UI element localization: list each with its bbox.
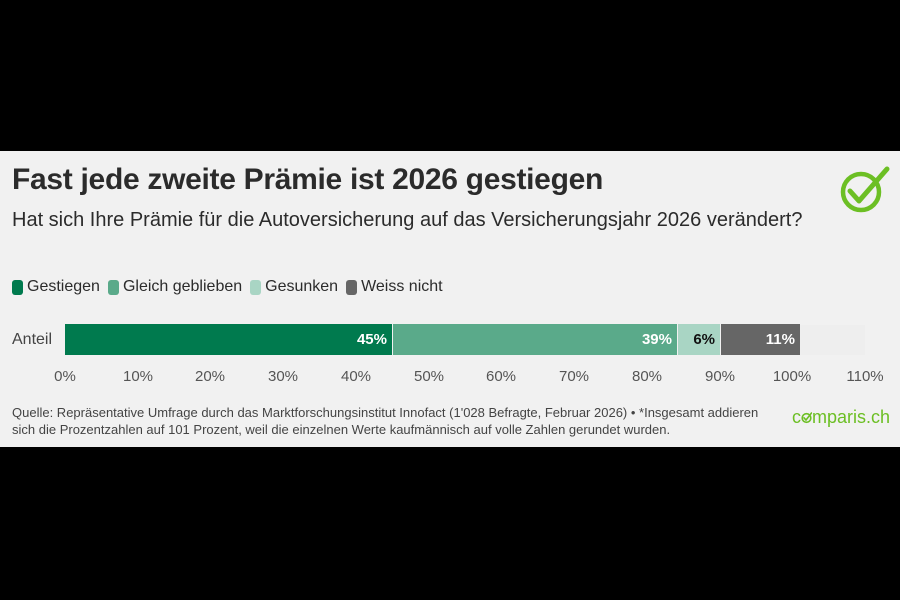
legend-label: Gesunken — [265, 278, 339, 295]
legend-item-gestiegen: Gestiegen — [12, 278, 100, 296]
legend-item-gesunken: Gesunken — [250, 278, 338, 296]
source-note: Quelle: Repräsentative Umfrage durch das… — [12, 405, 759, 437]
legend-label: Gestiegen — [27, 278, 100, 295]
brand-text: c — [792, 407, 801, 427]
legend-swatch — [250, 279, 262, 295]
x-tick: 50% — [413, 368, 445, 385]
x-tick: 90% — [704, 368, 736, 385]
x-tick: 70% — [558, 368, 590, 385]
bar-value-label: 45% — [356, 331, 387, 348]
brand-check-o-icon — [801, 407, 813, 428]
row-label: Anteil — [12, 331, 53, 348]
legend-item-weiss-nicht: Weiss nicht — [346, 278, 443, 296]
x-tick: 20% — [194, 368, 226, 385]
chart-title: Fast jede zweite Prämie ist 2026 gestieg… — [12, 163, 604, 196]
x-axis: 0% 10% 20% 30% 40% 50% 60% 70% 80% 90% 1… — [0, 368, 900, 388]
bar-gesunken: 6% — [677, 324, 720, 355]
x-tick: 80% — [631, 368, 663, 385]
chart-legend: Gestiegen Gleich geblieben Gesunken Weis… — [12, 278, 443, 296]
check-circle-icon — [840, 166, 890, 213]
bar-value-label: 11% — [765, 331, 795, 348]
x-tick: 10% — [122, 368, 154, 385]
bar-gestiegen: 45% — [65, 324, 392, 355]
x-tick: 60% — [485, 368, 517, 385]
legend-swatch — [346, 279, 358, 295]
chart-subtitle: Hat sich Ihre Prämie für die Autoversich… — [12, 209, 803, 231]
legend-label: Weiss nicht — [361, 278, 443, 295]
chart-panel: Fast jede zweite Prämie ist 2026 gestieg… — [0, 151, 900, 447]
brand-text: mparis.ch — [812, 407, 891, 427]
x-tick: 100% — [772, 368, 812, 385]
x-tick: 40% — [340, 368, 372, 385]
legend-label: Gleich geblieben — [122, 278, 243, 295]
bar-value-label: 39% — [641, 331, 672, 348]
bar-weiss-nicht: 11% — [720, 324, 800, 355]
bar-gleich-geblieben: 39% — [392, 324, 677, 355]
comparis-logo: c mparis.ch — [792, 407, 890, 428]
legend-swatch — [12, 279, 23, 295]
x-tick: 110% — [846, 368, 884, 385]
x-tick: 0% — [54, 368, 76, 385]
x-tick: 30% — [267, 368, 299, 385]
legend-swatch — [107, 279, 119, 295]
legend-item-gleich-geblieben: Gleich geblieben — [107, 278, 243, 296]
bar-value-label: 6% — [693, 331, 715, 348]
